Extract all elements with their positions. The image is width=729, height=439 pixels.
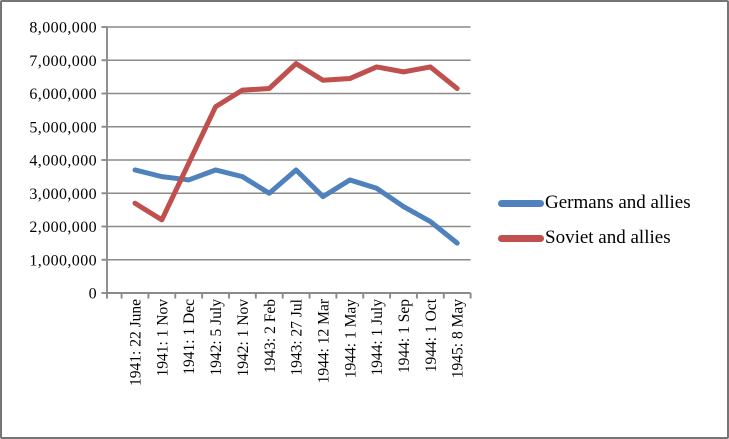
x-axis-label: 1945: 8 May <box>450 299 467 378</box>
x-axis-label: 1941: 1 Dec <box>181 299 198 375</box>
y-axis-label: 6,000,000 <box>29 86 97 103</box>
x-axis-label: 1942: 5 July <box>208 299 225 376</box>
legend-line-swatch-red-icon <box>498 234 544 242</box>
y-axis-label: 0 <box>89 286 97 303</box>
x-axis-label: 1944: 1 July <box>369 299 386 376</box>
legend-label: Soviet and allies <box>545 227 671 248</box>
series-line-soviet-and-allies <box>132 61 460 223</box>
x-axis-label: 1943: 2 Feb <box>262 299 279 373</box>
x-axis-label: 1944: 12 Mar <box>315 298 332 383</box>
y-axis-label: 3,000,000 <box>29 186 97 203</box>
x-axis-label: 1944: 1 May <box>342 299 359 378</box>
y-axis-label: 8,000,000 <box>29 20 97 37</box>
x-axis-label: 1944: 1 Sep <box>396 299 413 373</box>
series-line-germans-and-allies <box>132 167 460 246</box>
y-axis-label: 1,000,000 <box>29 252 97 269</box>
x-axis-label: 1941: 22 June <box>128 299 145 386</box>
legend-line-swatch-blue-icon <box>498 199 544 207</box>
y-axis-label: 5,000,000 <box>29 119 97 136</box>
legend: Germans and allies Soviet and allies <box>498 191 691 250</box>
y-axis-label: 4,000,000 <box>29 153 97 170</box>
y-axis-label: 7,000,000 <box>29 53 97 70</box>
x-axis-label: 1944: 1 Oct <box>423 298 440 372</box>
legend-item-germans-and-allies: Germans and allies <box>498 191 691 215</box>
x-axis-label: 1943: 27 Jul <box>289 299 306 376</box>
x-axis-label: 1942: 1 Nov <box>235 299 252 377</box>
y-axis-label: 2,000,000 <box>29 219 97 236</box>
x-axis-label: 1941: 1 Nov <box>154 299 171 377</box>
legend-item-soviet-and-allies: Soviet and allies <box>498 226 691 250</box>
legend-label: Germans and allies <box>545 192 691 213</box>
